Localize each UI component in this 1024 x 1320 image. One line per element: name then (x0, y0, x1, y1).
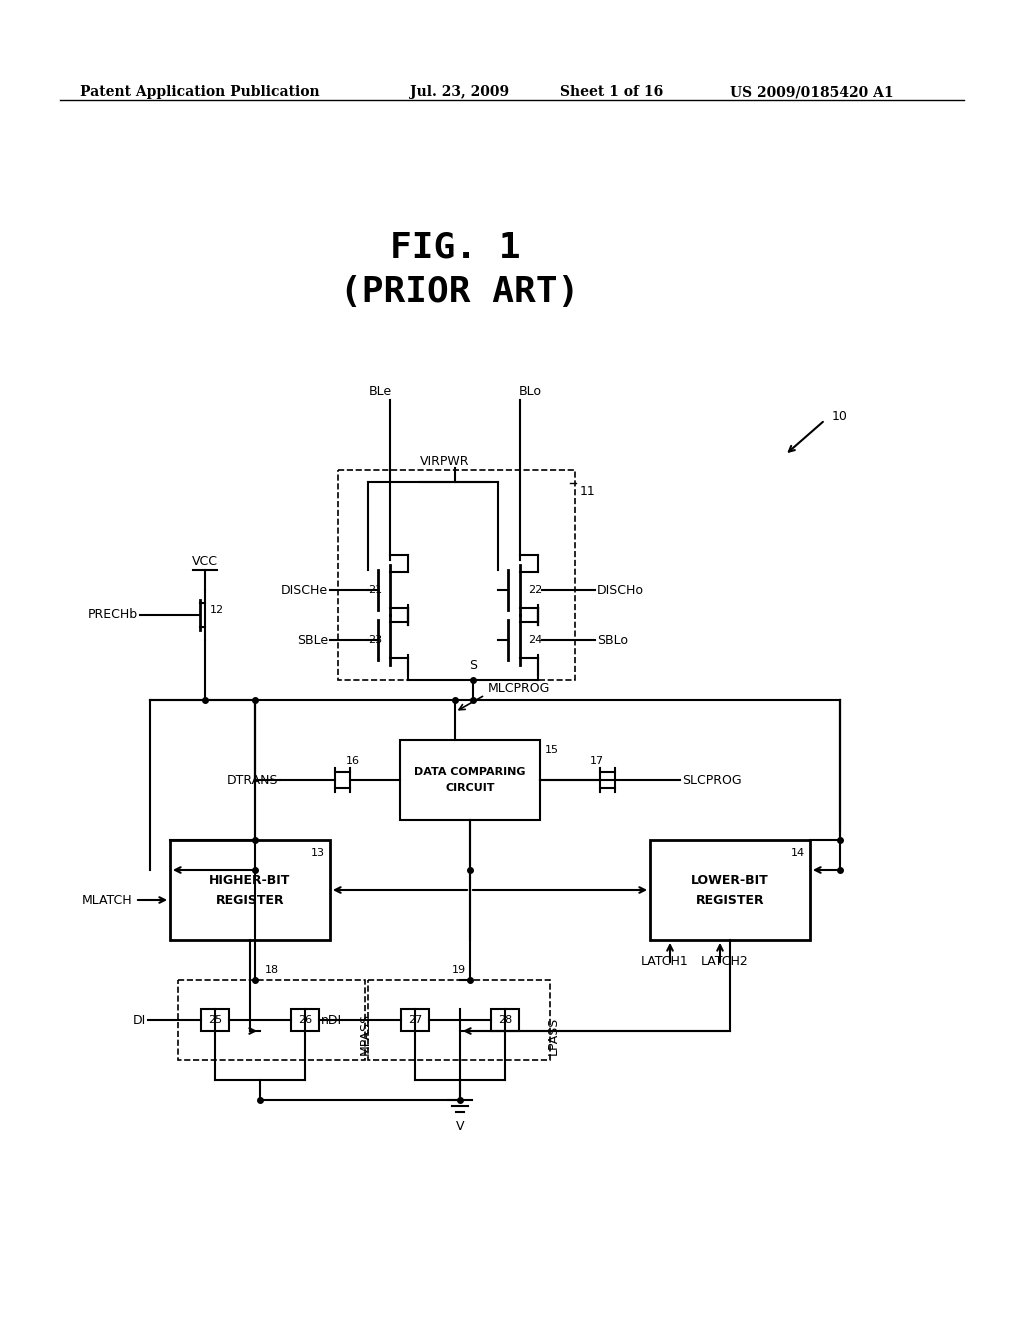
Text: HIGHER-BIT: HIGHER-BIT (209, 874, 291, 887)
Text: FIG. 1: FIG. 1 (390, 230, 520, 264)
Text: 12: 12 (210, 605, 224, 615)
Text: Jul. 23, 2009: Jul. 23, 2009 (410, 84, 509, 99)
Text: Patent Application Publication: Patent Application Publication (80, 84, 319, 99)
Text: V: V (456, 1119, 464, 1133)
Text: PRECHb: PRECHb (88, 609, 138, 622)
Bar (201, 1008, 229, 1031)
Text: CIRCUIT: CIRCUIT (445, 783, 495, 793)
Text: BLe: BLe (369, 385, 391, 399)
Text: DISCHe: DISCHe (281, 583, 328, 597)
Text: MLCPROG: MLCPROG (488, 681, 550, 694)
Bar (170, 840, 330, 940)
Text: 16: 16 (346, 756, 360, 766)
Text: DI: DI (133, 1014, 146, 1027)
Text: SBLe: SBLe (297, 634, 328, 647)
Text: LATCH1: LATCH1 (641, 954, 689, 968)
Text: REGISTER: REGISTER (216, 894, 285, 907)
Bar (650, 840, 810, 940)
Text: BLo: BLo (518, 385, 542, 399)
Text: LPASS: LPASS (547, 1016, 559, 1055)
Text: (PRIOR ART): (PRIOR ART) (340, 275, 580, 309)
Text: MPASS: MPASS (358, 1012, 372, 1055)
Text: 24: 24 (528, 635, 543, 645)
Text: DTRANS: DTRANS (226, 774, 278, 787)
Text: DATA COMPARING: DATA COMPARING (415, 767, 525, 777)
Text: 25: 25 (208, 1015, 222, 1026)
Text: SBLo: SBLo (597, 634, 628, 647)
Text: REGISTER: REGISTER (695, 894, 764, 907)
Text: S: S (469, 659, 477, 672)
Text: LATCH2: LATCH2 (701, 954, 749, 968)
Text: VIRPWR: VIRPWR (420, 455, 469, 469)
Text: VCC: VCC (193, 554, 218, 568)
Bar (291, 1008, 319, 1031)
Text: 27: 27 (408, 1015, 422, 1026)
Text: 10: 10 (831, 411, 848, 422)
Text: 17: 17 (590, 756, 604, 766)
Text: US 2009/0185420 A1: US 2009/0185420 A1 (730, 84, 894, 99)
Text: nDI: nDI (321, 1014, 342, 1027)
Bar (490, 1008, 519, 1031)
Text: 28: 28 (498, 1015, 512, 1026)
Text: 26: 26 (298, 1015, 312, 1026)
Text: LOWER-BIT: LOWER-BIT (691, 874, 769, 887)
Text: MLATCH: MLATCH (81, 894, 132, 907)
Text: Sheet 1 of 16: Sheet 1 of 16 (560, 84, 664, 99)
Text: 13: 13 (311, 847, 325, 858)
Text: 19: 19 (452, 965, 466, 975)
Text: 23: 23 (368, 635, 382, 645)
Text: DISCHo: DISCHo (597, 583, 644, 597)
Bar (400, 741, 540, 820)
Text: 18: 18 (264, 965, 279, 975)
Text: 15: 15 (545, 744, 559, 755)
Text: 11: 11 (580, 484, 596, 498)
Text: SLCPROG: SLCPROG (682, 774, 741, 787)
Text: 14: 14 (791, 847, 805, 858)
Text: 21: 21 (368, 585, 382, 595)
Bar (401, 1008, 429, 1031)
Text: 22: 22 (528, 585, 543, 595)
